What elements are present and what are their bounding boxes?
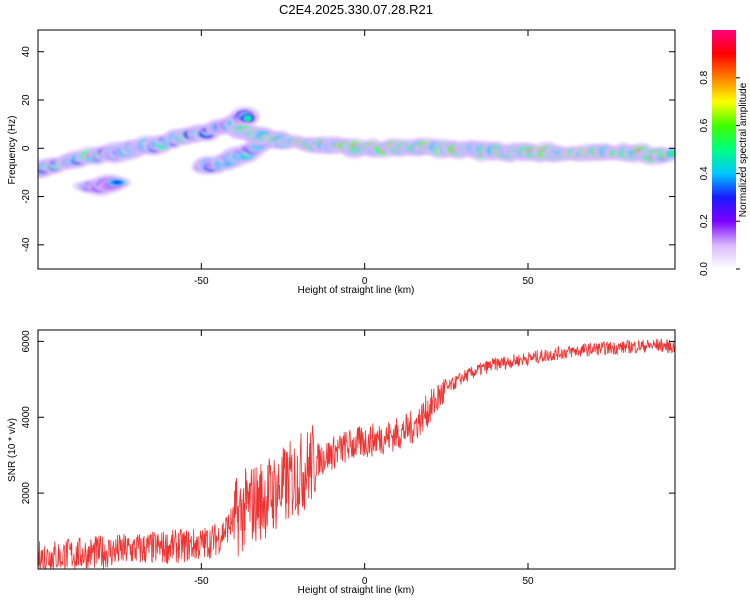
- x-tick-label: 50: [522, 576, 534, 587]
- heat-core: [243, 115, 252, 121]
- colorbar-ticks: 0.0 0.2 0.4 0.6 0.8: [699, 70, 740, 276]
- y-tick-label: -20: [21, 189, 32, 204]
- y-tick-label: 2000: [21, 482, 32, 505]
- heat-core: [669, 151, 675, 156]
- y-tick-label: 20: [21, 94, 32, 106]
- y-tick-label: 0: [21, 145, 32, 151]
- colorbar-tick-label: 0.4: [699, 166, 710, 180]
- heatmap-frame: [37, 29, 676, 270]
- colorbar-label: Normalized spectral amplitude: [738, 82, 749, 217]
- snr-x-label: Height of straight line (km): [298, 585, 415, 596]
- x-tick-label: -50: [194, 276, 209, 287]
- colorbar-tick-label: 0.8: [699, 70, 710, 84]
- snr-axes: -50 0 50 2000 4000 6000: [21, 330, 675, 587]
- snr-frame: [37, 329, 676, 570]
- snr-y-label: SNR (10 * v/v): [7, 418, 18, 482]
- track-descending-track: [226, 121, 675, 166]
- colorbar: 0.0 0.2 0.4 0.6 0.8 Normalized spectral ampl…: [699, 30, 749, 276]
- x-tick-label: 0: [362, 576, 368, 587]
- colorbar-tick-label: 0.0: [699, 262, 710, 276]
- colorbar-gradient: [712, 30, 736, 269]
- heatmap-axes: -50 0 50 -40 -20 0 20 40: [21, 30, 675, 287]
- x-tick-label: 0: [362, 276, 368, 287]
- colorbar-tick-label: 0.6: [699, 118, 710, 132]
- heatmap-panel: -50 0 50 -40 -20 0 20 40 Height of straight lin…: [7, 29, 676, 296]
- heatmap-x-label: Height of straight line (km): [298, 285, 415, 296]
- track-short-segment: [72, 174, 132, 197]
- snr-series-line: [38, 337, 675, 569]
- y-tick-label: 6000: [21, 330, 32, 353]
- x-tick-label: -50: [194, 576, 209, 587]
- heatmap-y-label: Frequency (Hz): [7, 116, 18, 185]
- heatmap-marks: [38, 106, 675, 197]
- figure-title: C2E4.2025.330.07.28.R21: [279, 2, 433, 17]
- y-tick-label: 4000: [21, 406, 32, 429]
- track-main-branch: [38, 106, 260, 179]
- y-tick-label: 40: [21, 46, 32, 58]
- colorbar-tick-label: 0.2: [699, 214, 710, 228]
- x-tick-label: 50: [522, 276, 534, 287]
- y-tick-label: -40: [21, 237, 32, 252]
- heat-core: [111, 180, 122, 185]
- snr-panel: -50 0 50 2000 4000 6000 Height of straight li…: [7, 329, 676, 596]
